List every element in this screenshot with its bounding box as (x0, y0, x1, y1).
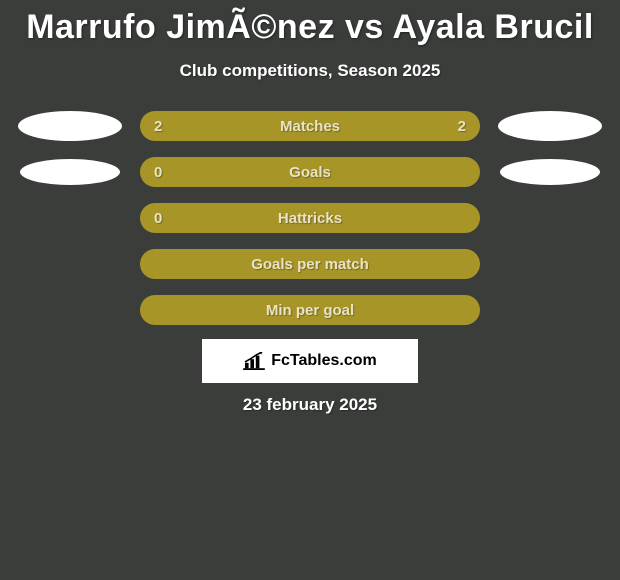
comparison-card: Marrufo JimÃ©nez vs Ayala Brucil Club co… (0, 0, 620, 580)
player-avatar-left (20, 159, 120, 185)
stat-label: Goals (289, 164, 331, 181)
logo-box: FcTables.com (202, 339, 418, 383)
stat-value-left: 0 (154, 210, 162, 227)
subtitle: Club competitions, Season 2025 (0, 61, 620, 81)
stat-label: Hattricks (278, 210, 342, 227)
stat-value-left: 0 (154, 164, 162, 181)
date-label: 23 february 2025 (0, 395, 620, 415)
stat-bar: Min per goal (140, 295, 480, 325)
stat-bar: 0 Goals (140, 157, 480, 187)
stat-label: Min per goal (266, 302, 354, 319)
logo-chart-icon (243, 352, 265, 370)
player-avatar-right (498, 111, 602, 141)
stat-bar: 2 Matches 2 (140, 111, 480, 141)
stat-row: Min per goal (0, 293, 620, 327)
player-avatar-left (18, 111, 122, 141)
stat-bar: Goals per match (140, 249, 480, 279)
stat-label: Matches (280, 118, 340, 135)
logo-text: FcTables.com (271, 352, 377, 370)
stats-list: 2 Matches 2 0 Goals 0 Hattricks Goals per match… (0, 109, 620, 327)
stat-value-right: 2 (458, 118, 466, 135)
player-avatar-right (500, 159, 600, 185)
stat-row: 0 Goals (0, 155, 620, 189)
stat-bar: 0 Hattricks (140, 203, 480, 233)
stat-row: 2 Matches 2 (0, 109, 620, 143)
stat-row: 0 Hattricks (0, 201, 620, 235)
stat-row: Goals per match (0, 247, 620, 281)
page-title: Marrufo JimÃ©nez vs Ayala Brucil (0, 0, 620, 47)
stat-value-left: 2 (154, 118, 162, 135)
stat-label: Goals per match (251, 256, 369, 273)
